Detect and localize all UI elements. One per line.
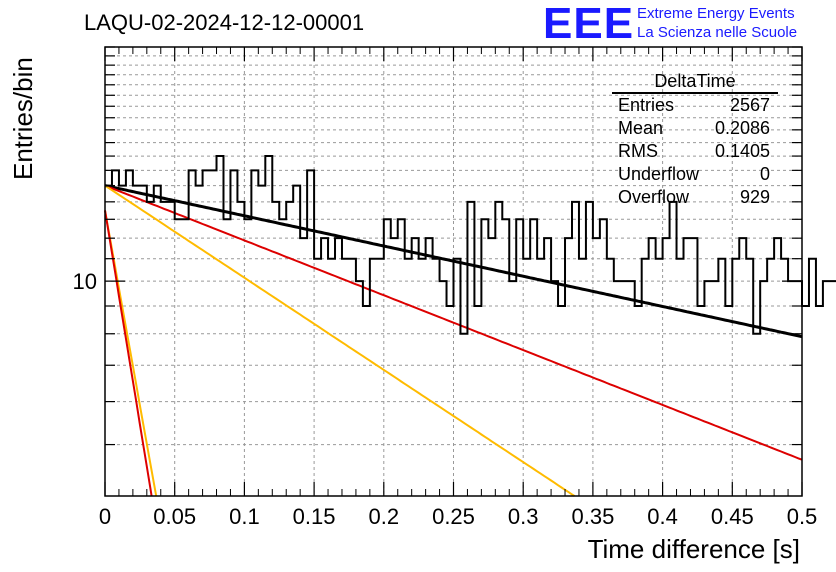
x-tick-label: 0.45: [711, 504, 754, 529]
axis-ticks: [104, 46, 803, 496]
chart-title: LAQU-02-2024-12-12-00001: [84, 10, 365, 35]
stats-row-overflow: Overflow 929: [612, 186, 778, 209]
stats-label: Mean: [618, 118, 664, 138]
stats-row-entries: Entries 2567: [612, 94, 778, 117]
stats-value: 0: [759, 164, 770, 184]
x-tick-label: 0.1: [229, 504, 260, 529]
x-tick-label: 0.4: [647, 504, 678, 529]
stats-value: 0.1405: [714, 141, 770, 161]
stats-label: Underflow: [618, 164, 700, 184]
stats-label: Entries: [618, 95, 675, 115]
stats-row-underflow: Underflow 0: [612, 163, 778, 186]
x-tick-label: 0.2: [369, 504, 400, 529]
x-tick-label: 0.35: [571, 504, 614, 529]
y-axis-label: Entries/bin: [8, 57, 38, 180]
x-tick-label: 0: [99, 504, 111, 529]
x-tick-label: 0.3: [508, 504, 539, 529]
y-tick-label: 10: [73, 269, 97, 294]
eee-logo: EEE: [543, 0, 635, 48]
x-tick-label: 0.25: [432, 504, 475, 529]
x-axis-label: Time difference [s]: [587, 534, 800, 564]
stats-value: 929: [739, 187, 770, 207]
eee-logo-text: Extreme Energy Events La Scienza nelle S…: [637, 4, 797, 42]
axis-tick-labels: 0 0.05 0.1 0.15 0.2 0.25 0.3 0.35 0.4 0.45 0.5 10: [73, 269, 818, 529]
stats-row-mean: Mean 0.2086: [612, 117, 778, 140]
stats-row-rms: RMS 0.1405: [612, 140, 778, 163]
stats-value: 0.2086: [714, 118, 770, 138]
fit-curve-2: [104, 184, 803, 461]
fit-curve-5: [104, 210, 153, 497]
stats-value: 2567: [729, 95, 770, 115]
stats-label: Overflow: [618, 187, 690, 207]
stats-title: DeltaTime: [612, 70, 778, 94]
x-tick-label: 0.15: [293, 504, 336, 529]
x-tick-label: 0.5: [787, 504, 818, 529]
stats-box: DeltaTime Entries 2567 Mean 0.2086 RMS 0.14…: [612, 70, 778, 209]
logo-line-1: Extreme Energy Events: [637, 5, 795, 22]
stats-label: RMS: [618, 141, 658, 161]
x-tick-label: 0.05: [153, 504, 196, 529]
logo-line-2: La Scienza nelle Scuole: [637, 24, 798, 41]
fit-curve-3: [104, 184, 576, 497]
